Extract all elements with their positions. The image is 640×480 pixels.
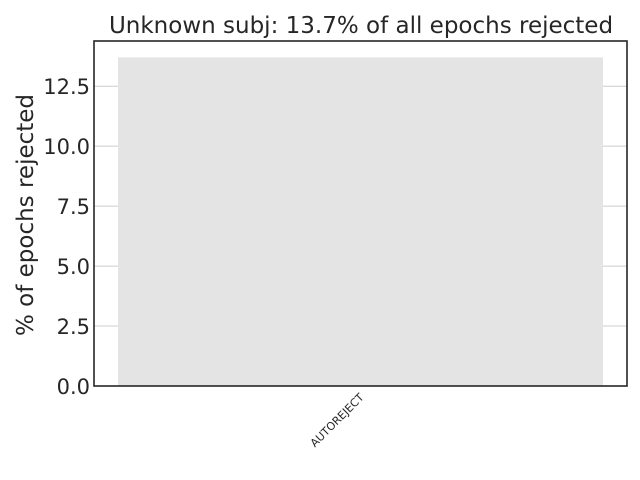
x-tick-labels: AUTOREJECT [308,391,367,450]
bar-autoreject [117,57,604,387]
bars [117,57,604,387]
y-tick-label: 2.5 [57,315,90,339]
chart-title: Unknown subj: 13.7% of all epochs reject… [109,13,613,39]
y-tick-label: 10.0 [43,135,90,159]
y-tick-label: 0.0 [57,375,90,399]
y-tick-label: 5.0 [57,255,90,279]
y-tick-label: 12.5 [43,75,90,99]
y-tick-labels: 0.0 2.5 5.0 7.5 10.0 12.5 [43,75,90,399]
y-tick-label: 7.5 [57,195,90,219]
x-tick-label: AUTOREJECT [308,391,367,450]
y-axis-title: % of epochs rejected [13,94,39,336]
plot-frame [93,40,628,387]
